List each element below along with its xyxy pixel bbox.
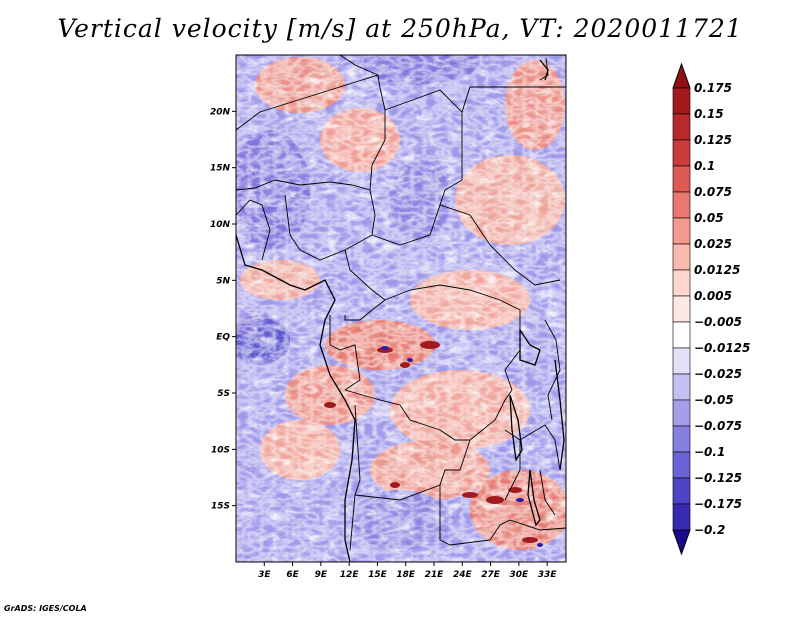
- colorbar-label: 0.05: [694, 211, 724, 225]
- x-tick-label: 27E: [481, 570, 501, 580]
- y-tick-label: 10S: [211, 445, 230, 455]
- colorbar-top-arrow: [672, 62, 691, 89]
- colorbar-swatch: [672, 243, 691, 271]
- colorbar-swatch: [672, 373, 691, 401]
- colorbar-label: −0.0125: [694, 341, 750, 355]
- colorbar-label: 0.15: [694, 107, 724, 121]
- latitude-axis: 20N 15N 10N 5N EQ 5S 10S 15S: [210, 107, 236, 512]
- x-tick-label: 18E: [396, 570, 416, 580]
- colorbar-swatch: [672, 87, 691, 115]
- colorbar-swatch: [672, 347, 691, 375]
- colorbar-label: 0.0125: [694, 263, 740, 277]
- colorbar-swatch: [672, 399, 691, 427]
- y-tick-label: 15N: [210, 164, 231, 174]
- y-tick-label: 10N: [210, 220, 231, 230]
- colorbar-label: 0.125: [694, 133, 732, 147]
- y-tick-label: 5S: [217, 389, 230, 399]
- colorbar-label: −0.2: [694, 523, 725, 537]
- colorbar-swatch: [672, 165, 691, 193]
- x-tick-label: 9E: [315, 570, 328, 580]
- colorbar-swatch: [672, 139, 691, 167]
- colorbar-swatch: [672, 503, 691, 531]
- credit-text: GrADS: IGES/COLA: [4, 604, 87, 613]
- x-tick-label: 21E: [425, 570, 445, 580]
- map-frame: [235, 54, 567, 563]
- colorbar-label: −0.175: [694, 497, 742, 511]
- y-tick-label: 5N: [216, 276, 230, 286]
- colorbar-swatch: [672, 321, 691, 349]
- colorbar-label: 0.025: [694, 237, 732, 251]
- x-tick-label: 6E: [286, 570, 299, 580]
- longitude-axis: 3E 6E 9E 12E 15E 18E 21E 24E 27E 30E 33E: [258, 562, 557, 580]
- colorbar-label: 0.005: [694, 289, 732, 303]
- colorbar: 0.175 0.15 0.125 0.1 0.075 0.05 0.025 0.0125 0.0…: [672, 62, 750, 556]
- x-tick-label: 15E: [368, 570, 388, 580]
- colorbar-swatch: [672, 269, 691, 297]
- x-tick-label: 24E: [453, 570, 473, 580]
- chart-title: Vertical velocity [m/s] at 250hPa, VT: 2…: [57, 14, 743, 43]
- colorbar-label: −0.125: [694, 471, 742, 485]
- colorbar-swatch: [672, 295, 691, 323]
- y-tick-label: 15S: [211, 502, 230, 512]
- y-tick-label: EQ: [216, 333, 230, 343]
- y-tick-label: 20N: [210, 107, 231, 117]
- x-tick-label: 12E: [340, 570, 360, 580]
- x-tick-label: 3E: [258, 570, 271, 580]
- colorbar-label: 0.075: [694, 185, 732, 199]
- colorbar-label: −0.05: [694, 393, 734, 407]
- colorbar-swatch: [672, 477, 691, 505]
- colorbar-label: −0.025: [694, 367, 742, 381]
- colorbar-label: −0.075: [694, 419, 742, 433]
- colorbar-swatch: [672, 191, 691, 219]
- colorbar-swatch: [672, 451, 691, 479]
- velocity-field: [236, 55, 566, 562]
- colorbar-swatch: [672, 217, 691, 245]
- x-tick-label: 30E: [510, 570, 530, 580]
- colorbar-label: 0.1: [694, 159, 715, 173]
- colorbar-bottom-arrow: [672, 529, 691, 556]
- colorbar-swatch: [672, 425, 691, 453]
- colorbar-label: −0.1: [694, 445, 725, 459]
- colorbar-swatch: [672, 113, 691, 141]
- x-tick-label: 33E: [538, 570, 558, 580]
- colorbar-label: 0.175: [694, 81, 732, 95]
- colorbar-label: −0.005: [694, 315, 742, 329]
